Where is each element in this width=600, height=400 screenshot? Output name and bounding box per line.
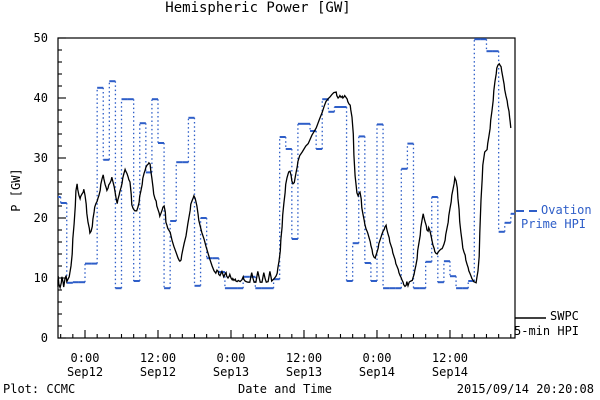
plot-frame <box>57 37 516 339</box>
x-axis-label: Date and Time <box>238 382 332 396</box>
y-tick-label: 50 <box>33 31 48 45</box>
x-tick-time-label: 12:00 <box>285 351 323 365</box>
plot-credit: Plot: CCMC <box>3 382 76 396</box>
y-tick-label: 0 <box>40 331 48 345</box>
y-tick-label: 30 <box>33 151 48 165</box>
y-axis-label: P [GW] <box>9 168 23 212</box>
legend-ovation-line2: Prime HPI <box>521 217 587 231</box>
x-tick-date-label: Sep14 <box>431 365 469 379</box>
x-tick-time-label: 0:00 <box>70 351 100 365</box>
x-tick-date-label: Sep12 <box>139 365 177 379</box>
x-tick-time-label: 0:00 <box>216 351 246 365</box>
legend-swpc-line1: SWPC <box>550 309 579 323</box>
legend-swpc-line2: 5-min HPI <box>514 324 580 338</box>
swpc-line <box>57 62 512 290</box>
x-tick-time-label: 0:00 <box>362 351 392 365</box>
legend-ovation-line1: Ovation <box>541 203 592 217</box>
x-tick-time-label: 12:00 <box>139 351 177 365</box>
x-tick-time-label: 12:00 <box>431 351 469 365</box>
chart-title: Hemispheric Power [GW] <box>165 0 351 16</box>
x-tick-date-label: Sep12 <box>66 365 104 379</box>
y-tick-label: 20 <box>33 211 48 225</box>
plot-timestamp: 2015/09/14 20:20:08 <box>456 382 594 396</box>
x-tick-date-label: Sep13 <box>212 365 250 379</box>
x-tick-date-label: Sep13 <box>285 365 323 379</box>
y-tick-label: 10 <box>33 271 48 285</box>
y-tick-label: 40 <box>33 91 48 105</box>
x-tick-date-label: Sep14 <box>358 365 396 379</box>
